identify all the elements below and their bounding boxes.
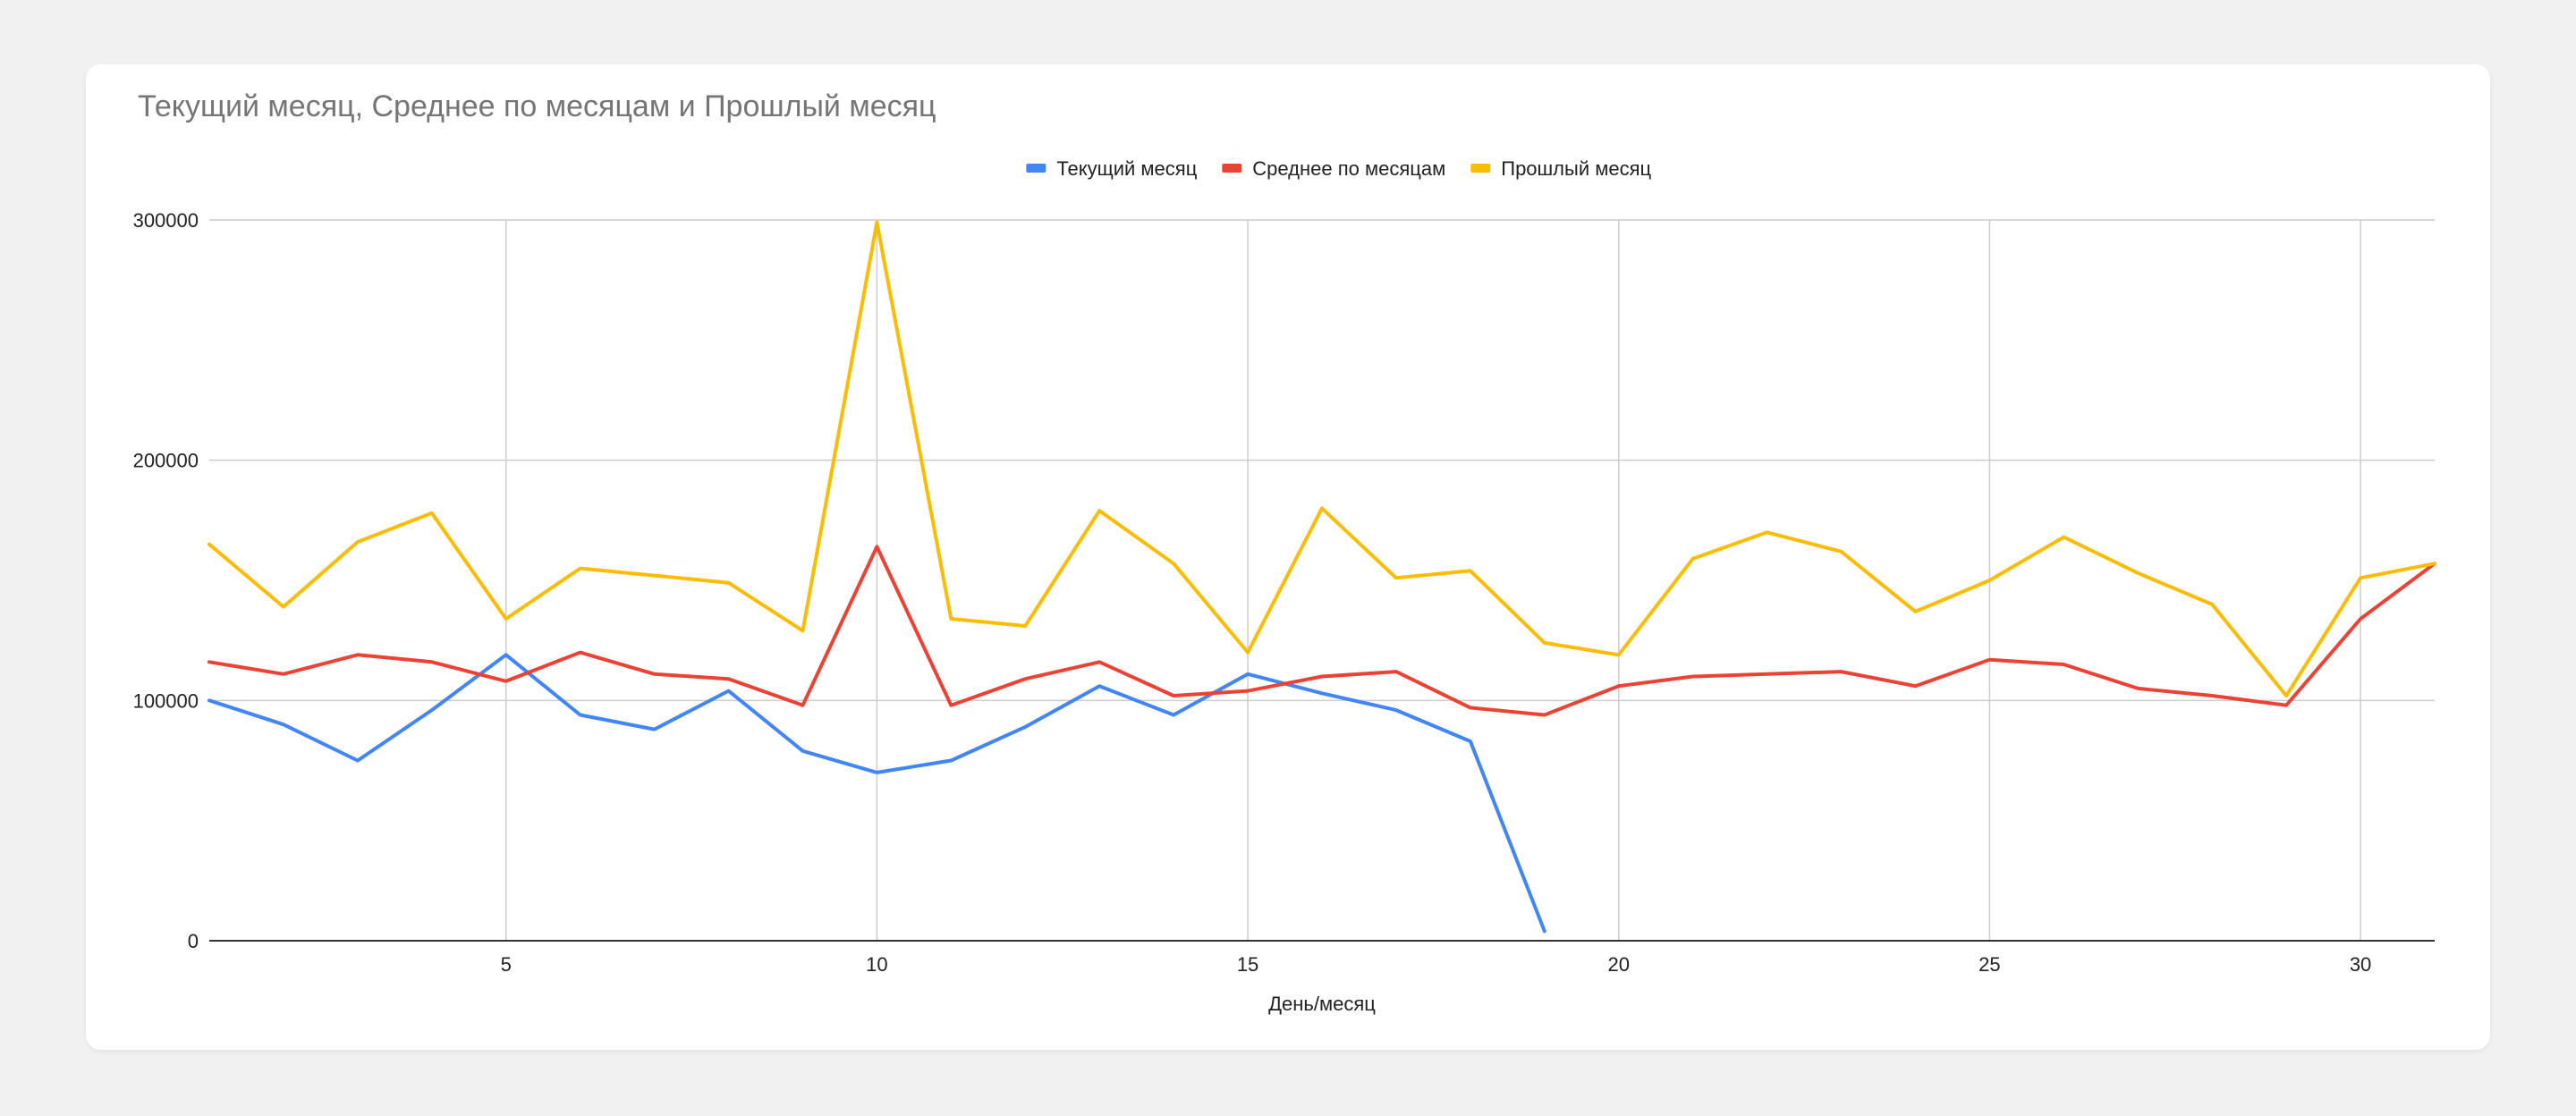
x-tick-label: 15 [1237,953,1258,976]
series-line-3 [208,220,2436,698]
legend-label: Текущий месяц [1056,157,1197,180]
legend-swatch [1470,164,1491,173]
series-line-2 [208,545,2436,717]
chart-card: Текущий месяц, Среднее по месяцам и Прош… [86,64,2490,1050]
y-tick-label: 100000 [133,689,199,712]
y-tick-label: 300000 [133,209,199,232]
legend-label: Среднее по месяцам [1252,157,1445,180]
x-axis-label: День/месяц [1268,993,1376,1015]
x-tick-label: 30 [2350,953,2371,976]
x-tick-label: 20 [1607,953,1629,976]
legend-swatch [1026,164,1046,173]
y-tick-label: 0 [188,930,199,952]
legend-item-1: Текущий месяц [1026,157,1198,180]
legend-item-2: Среднее по месяцам [1222,157,1445,180]
x-tick-label: 5 [501,953,512,976]
chart-title: Текущий месяц, Среднее по месяцам и Прош… [138,89,936,123]
y-tick-label: 200000 [133,450,199,472]
x-tick-label: 25 [1979,953,2000,976]
legend-swatch [1222,164,1242,173]
legend-label: Прошлый месяц [1501,157,1651,180]
line-chart: 0 100000 200000 300000 5 10 15 20 25 30 Текущий м… [133,157,2436,1015]
x-tick-label: 10 [866,953,887,976]
series-line-1 [208,653,1546,934]
legend-item-3: Прошлый месяц [1470,157,1652,180]
